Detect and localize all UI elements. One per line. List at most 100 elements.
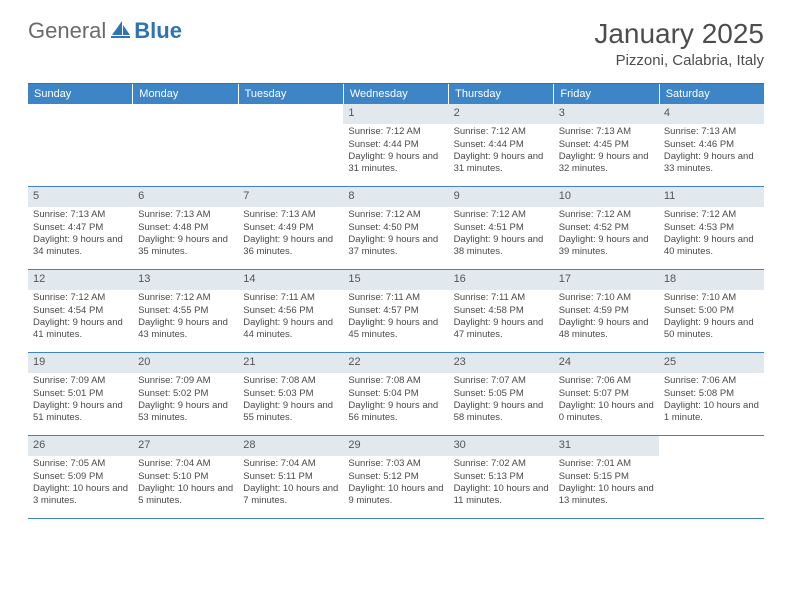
day-cell: 26Sunrise: 7:05 AMSunset: 5:09 PMDayligh…	[28, 436, 133, 518]
sunset-text: Sunset: 5:05 PM	[454, 388, 549, 400]
day-number: 12	[33, 272, 128, 286]
day-header: Monday	[133, 84, 238, 104]
daylight-text: Daylight: 10 hours and 13 minutes.	[559, 483, 654, 508]
day-cell: 10Sunrise: 7:12 AMSunset: 4:52 PMDayligh…	[554, 187, 659, 269]
daylight-text: Daylight: 9 hours and 37 minutes.	[348, 234, 443, 259]
day-number-bar: 25	[659, 353, 764, 373]
week-row: 26 Sunrise: 7:05 AMSunset: 5:09 PM Dayligh…	[28, 436, 764, 519]
day-header: Saturday	[660, 84, 764, 104]
sunrise-text: Sunrise: 7:09 AM	[33, 375, 128, 387]
sunset-text: Sunset: 5:09 PM	[33, 471, 128, 483]
sunset-text: Sunset: 4:44 PM	[454, 139, 549, 151]
daylight-text: Daylight: 9 hours and 39 minutes.	[559, 234, 654, 259]
day-number-bar: 28	[238, 436, 343, 456]
daylight-text: Daylight: 10 hours and 1 minute.	[664, 400, 759, 425]
day-cell: 13Sunrise: 7:12 AMSunset: 4:55 PMDayligh…	[133, 270, 238, 352]
day-number-bar: 23	[449, 353, 554, 373]
day-number: 18	[664, 272, 759, 286]
sunrise-text: Sunrise: 7:12 AM	[348, 209, 443, 221]
day-cell: 27Sunrise: 7:04 AMSunset: 5:10 PMDayligh…	[133, 436, 238, 518]
sunrise-text: Sunrise: 7:12 AM	[664, 209, 759, 221]
sunset-text: Sunset: 5:07 PM	[559, 388, 654, 400]
sunrise-text: Sunrise: 7:12 AM	[138, 292, 233, 304]
day-cell: 29Sunrise: 7:03 AMSunset: 5:12 PMDayligh…	[343, 436, 448, 518]
sunrise-text: Sunrise: 7:11 AM	[454, 292, 549, 304]
logo: General Blue	[28, 18, 182, 44]
day-number: 23	[454, 355, 549, 369]
location: Pizzoni, Calabria, Italy	[594, 52, 764, 69]
day-number-bar: 17	[554, 270, 659, 290]
sunrise-text: Sunrise: 7:06 AM	[664, 375, 759, 387]
sunset-text: Sunset: 5:04 PM	[348, 388, 443, 400]
day-cell: 5Sunrise: 7:13 AMSunset: 4:47 PMDaylight…	[28, 187, 133, 269]
logo-text-blue: Blue	[134, 18, 182, 44]
day-cell: 21Sunrise: 7:08 AMSunset: 5:03 PMDayligh…	[238, 353, 343, 435]
day-header: Friday	[554, 84, 659, 104]
daylight-text: Daylight: 9 hours and 32 minutes.	[559, 151, 654, 176]
day-number: 15	[348, 272, 443, 286]
sunset-text: Sunset: 5:08 PM	[664, 388, 759, 400]
day-number: 1	[348, 106, 443, 120]
sunset-text: Sunset: 4:47 PM	[33, 222, 128, 234]
sunrise-text: Sunrise: 7:12 AM	[348, 126, 443, 138]
day-number-bar: 7	[238, 187, 343, 207]
day-cell: 28Sunrise: 7:04 AMSunset: 5:11 PMDayligh…	[238, 436, 343, 518]
sunrise-text: Sunrise: 7:13 AM	[138, 209, 233, 221]
sunrise-text: Sunrise: 7:12 AM	[33, 292, 128, 304]
day-number-bar: 15	[343, 270, 448, 290]
sunrise-text: Sunrise: 7:10 AM	[664, 292, 759, 304]
sunrise-text: Sunrise: 7:12 AM	[454, 126, 549, 138]
day-cell: 12 Sunrise: 7:12 AMSunset: 4:54 PMDayligh…	[28, 270, 133, 352]
day-cell: 19Sunrise: 7:09 AMSunset: 5:01 PMDayligh…	[28, 353, 133, 435]
day-number: 19	[33, 355, 128, 369]
day-number: 5	[33, 189, 128, 203]
week-row: 1Sunrise: 7:12 AMSunset: 4:44 PMDaylight…	[28, 104, 764, 187]
day-number-bar: 26	[28, 436, 133, 456]
sunrise-text: Sunrise: 7:09 AM	[138, 375, 233, 387]
day-number: 24	[559, 355, 654, 369]
sunrise-text: Sunrise: 7:11 AM	[243, 292, 338, 304]
day-cell: 4Sunrise: 7:13 AMSunset: 4:46 PMDaylight…	[659, 104, 764, 186]
sunset-text: Sunset: 5:11 PM	[243, 471, 338, 483]
day-number-bar: 6	[133, 187, 238, 207]
day-number: 25	[664, 355, 759, 369]
sunrise-text: Sunrise: 7:01 AM	[559, 458, 654, 470]
day-number: 8	[348, 189, 443, 203]
week-row: 12Sunrise: 7:12 AMSunset: 4:54 PMDayligh…	[28, 270, 764, 353]
sunset-text: Sunset: 4:52 PM	[559, 222, 654, 234]
logo-text-general: General	[28, 18, 106, 44]
sunrise-text: Sunrise: 7:06 AM	[559, 375, 654, 387]
month-title: January 2025	[594, 18, 764, 50]
day-cell: 25 Sunrise: 7:06 AMSunset: 5:08 PMDayligh…	[659, 353, 764, 435]
empty-cell	[28, 104, 133, 186]
day-cell: 15Sunrise: 7:11 AMSunset: 4:57 PMDayligh…	[343, 270, 448, 352]
day-header-row: SundayMondayTuesdayWednesdayThursdayFrid…	[28, 84, 764, 104]
sunset-text: Sunset: 5:13 PM	[454, 471, 549, 483]
sunset-text: Sunset: 5:03 PM	[243, 388, 338, 400]
daylight-text: Daylight: 9 hours and 44 minutes.	[243, 317, 338, 342]
sunset-text: Sunset: 4:54 PM	[33, 305, 128, 317]
day-number: 11	[664, 189, 759, 203]
week-row: 19Sunrise: 7:09 AMSunset: 5:01 PMDayligh…	[28, 353, 764, 436]
day-number-bar: 19	[28, 353, 133, 373]
day-number-bar: 21	[238, 353, 343, 373]
sunrise-text: Sunrise: 7:03 AM	[348, 458, 443, 470]
day-number-bar: 16	[449, 270, 554, 290]
sunrise-text: Sunrise: 7:13 AM	[664, 126, 759, 138]
daylight-text: Daylight: 9 hours and 41 minutes.	[33, 317, 128, 342]
sunset-text: Sunset: 4:45 PM	[559, 139, 654, 151]
day-cell: 1Sunrise: 7:12 AMSunset: 4:44 PMDaylight…	[343, 104, 448, 186]
day-cell: 31Sunrise: 7:01 AMSunset: 5:15 PMDayligh…	[554, 436, 659, 518]
daylight-text: Daylight: 9 hours and 38 minutes.	[454, 234, 549, 259]
daylight-text: Daylight: 9 hours and 31 minutes.	[454, 151, 549, 176]
day-number: 6	[138, 189, 233, 203]
day-number-bar: 14	[238, 270, 343, 290]
daylight-text: Daylight: 9 hours and 50 minutes.	[664, 317, 759, 342]
sunrise-text: Sunrise: 7:13 AM	[33, 209, 128, 221]
day-number: 21	[243, 355, 338, 369]
day-number: 17	[559, 272, 654, 286]
sunrise-text: Sunrise: 7:05 AM	[33, 458, 128, 470]
sunset-text: Sunset: 5:01 PM	[33, 388, 128, 400]
sunset-text: Sunset: 4:59 PM	[559, 305, 654, 317]
day-number-bar: 9	[449, 187, 554, 207]
